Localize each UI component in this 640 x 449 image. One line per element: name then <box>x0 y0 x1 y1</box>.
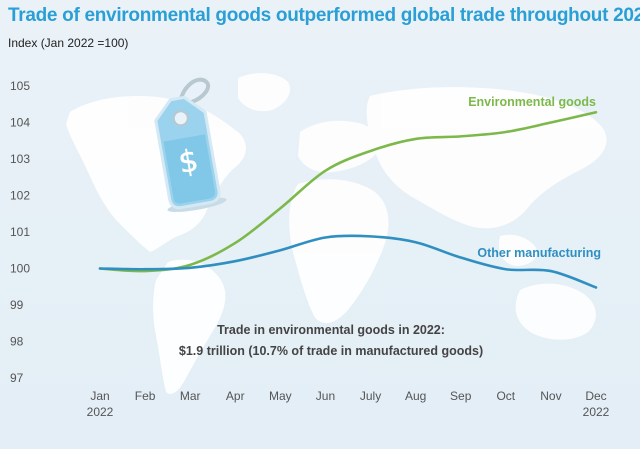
price-tag-body <box>154 95 221 210</box>
series-line-other-manufacturing <box>98 234 598 289</box>
price-tag-string <box>177 77 211 109</box>
x-tick-label: Nov <box>540 389 561 403</box>
y-tick-label: 98 <box>10 335 24 349</box>
x-axis-ticks: Jan Feb Mar Apr May Jun July Aug Sep Oct Nov Dec 202… <box>87 389 610 419</box>
y-tick-label: 105 <box>10 79 30 93</box>
south-america-shape <box>153 259 226 395</box>
africa-shape <box>289 179 389 324</box>
x-tick-label: Apr <box>226 389 245 403</box>
series-label-environmental-goods: Environmental goods <box>468 95 596 109</box>
y-tick-label: 97 <box>10 371 24 385</box>
x-tick-label: Feb <box>135 389 156 403</box>
x-tick-label: July <box>360 389 381 403</box>
y-tick-label: 99 <box>10 298 24 312</box>
y-tick-label: 100 <box>10 262 30 276</box>
price-tag-dollar-icon: $ <box>154 77 227 212</box>
x-tick-year-label: 2022 <box>583 405 610 419</box>
chart-title: Trade of environmental goods outperforme… <box>8 5 640 26</box>
x-tick-label: Dec <box>585 389 606 403</box>
y-axis-ticks: 105 104 103 102 101 100 99 98 97 <box>10 79 30 385</box>
annotation-line-2: $1.9 trillion (10.7% of trade in manufac… <box>179 344 483 358</box>
series-lines <box>98 110 598 289</box>
y-tick-label: 104 <box>10 116 30 130</box>
series-label-other-manufacturing: Other manufacturing <box>477 246 601 260</box>
series-line-environmental-goods <box>98 110 598 273</box>
southeast-asia-shape <box>498 234 537 266</box>
y-axis-label: Index (Jan 2022 =100) <box>8 36 129 50</box>
x-tick-label: Sep <box>450 389 472 403</box>
price-tag-hole <box>172 110 189 127</box>
x-tick-label: May <box>269 389 292 403</box>
x-tick-year-label: 2022 <box>87 405 114 419</box>
x-tick-label: Aug <box>405 389 426 403</box>
y-tick-label: 103 <box>10 152 30 166</box>
europe-shape <box>298 120 380 173</box>
x-tick-label: Jan <box>90 389 109 403</box>
y-tick-label: 102 <box>10 189 30 203</box>
greenland-shape <box>238 73 291 112</box>
x-tick-label: Mar <box>180 389 201 403</box>
y-tick-label: 101 <box>10 225 30 239</box>
annotation-line-1: Trade in environmental goods in 2022: <box>217 323 445 337</box>
australia-shape <box>515 283 596 340</box>
x-tick-label: Jun <box>316 389 335 403</box>
price-tag-shine <box>163 134 216 204</box>
x-tick-label: Oct <box>496 389 515 403</box>
